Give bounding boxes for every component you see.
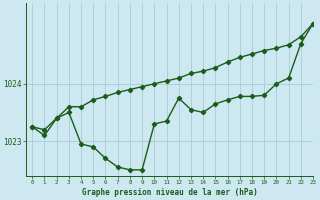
X-axis label: Graphe pression niveau de la mer (hPa): Graphe pression niveau de la mer (hPa) [82, 188, 258, 197]
